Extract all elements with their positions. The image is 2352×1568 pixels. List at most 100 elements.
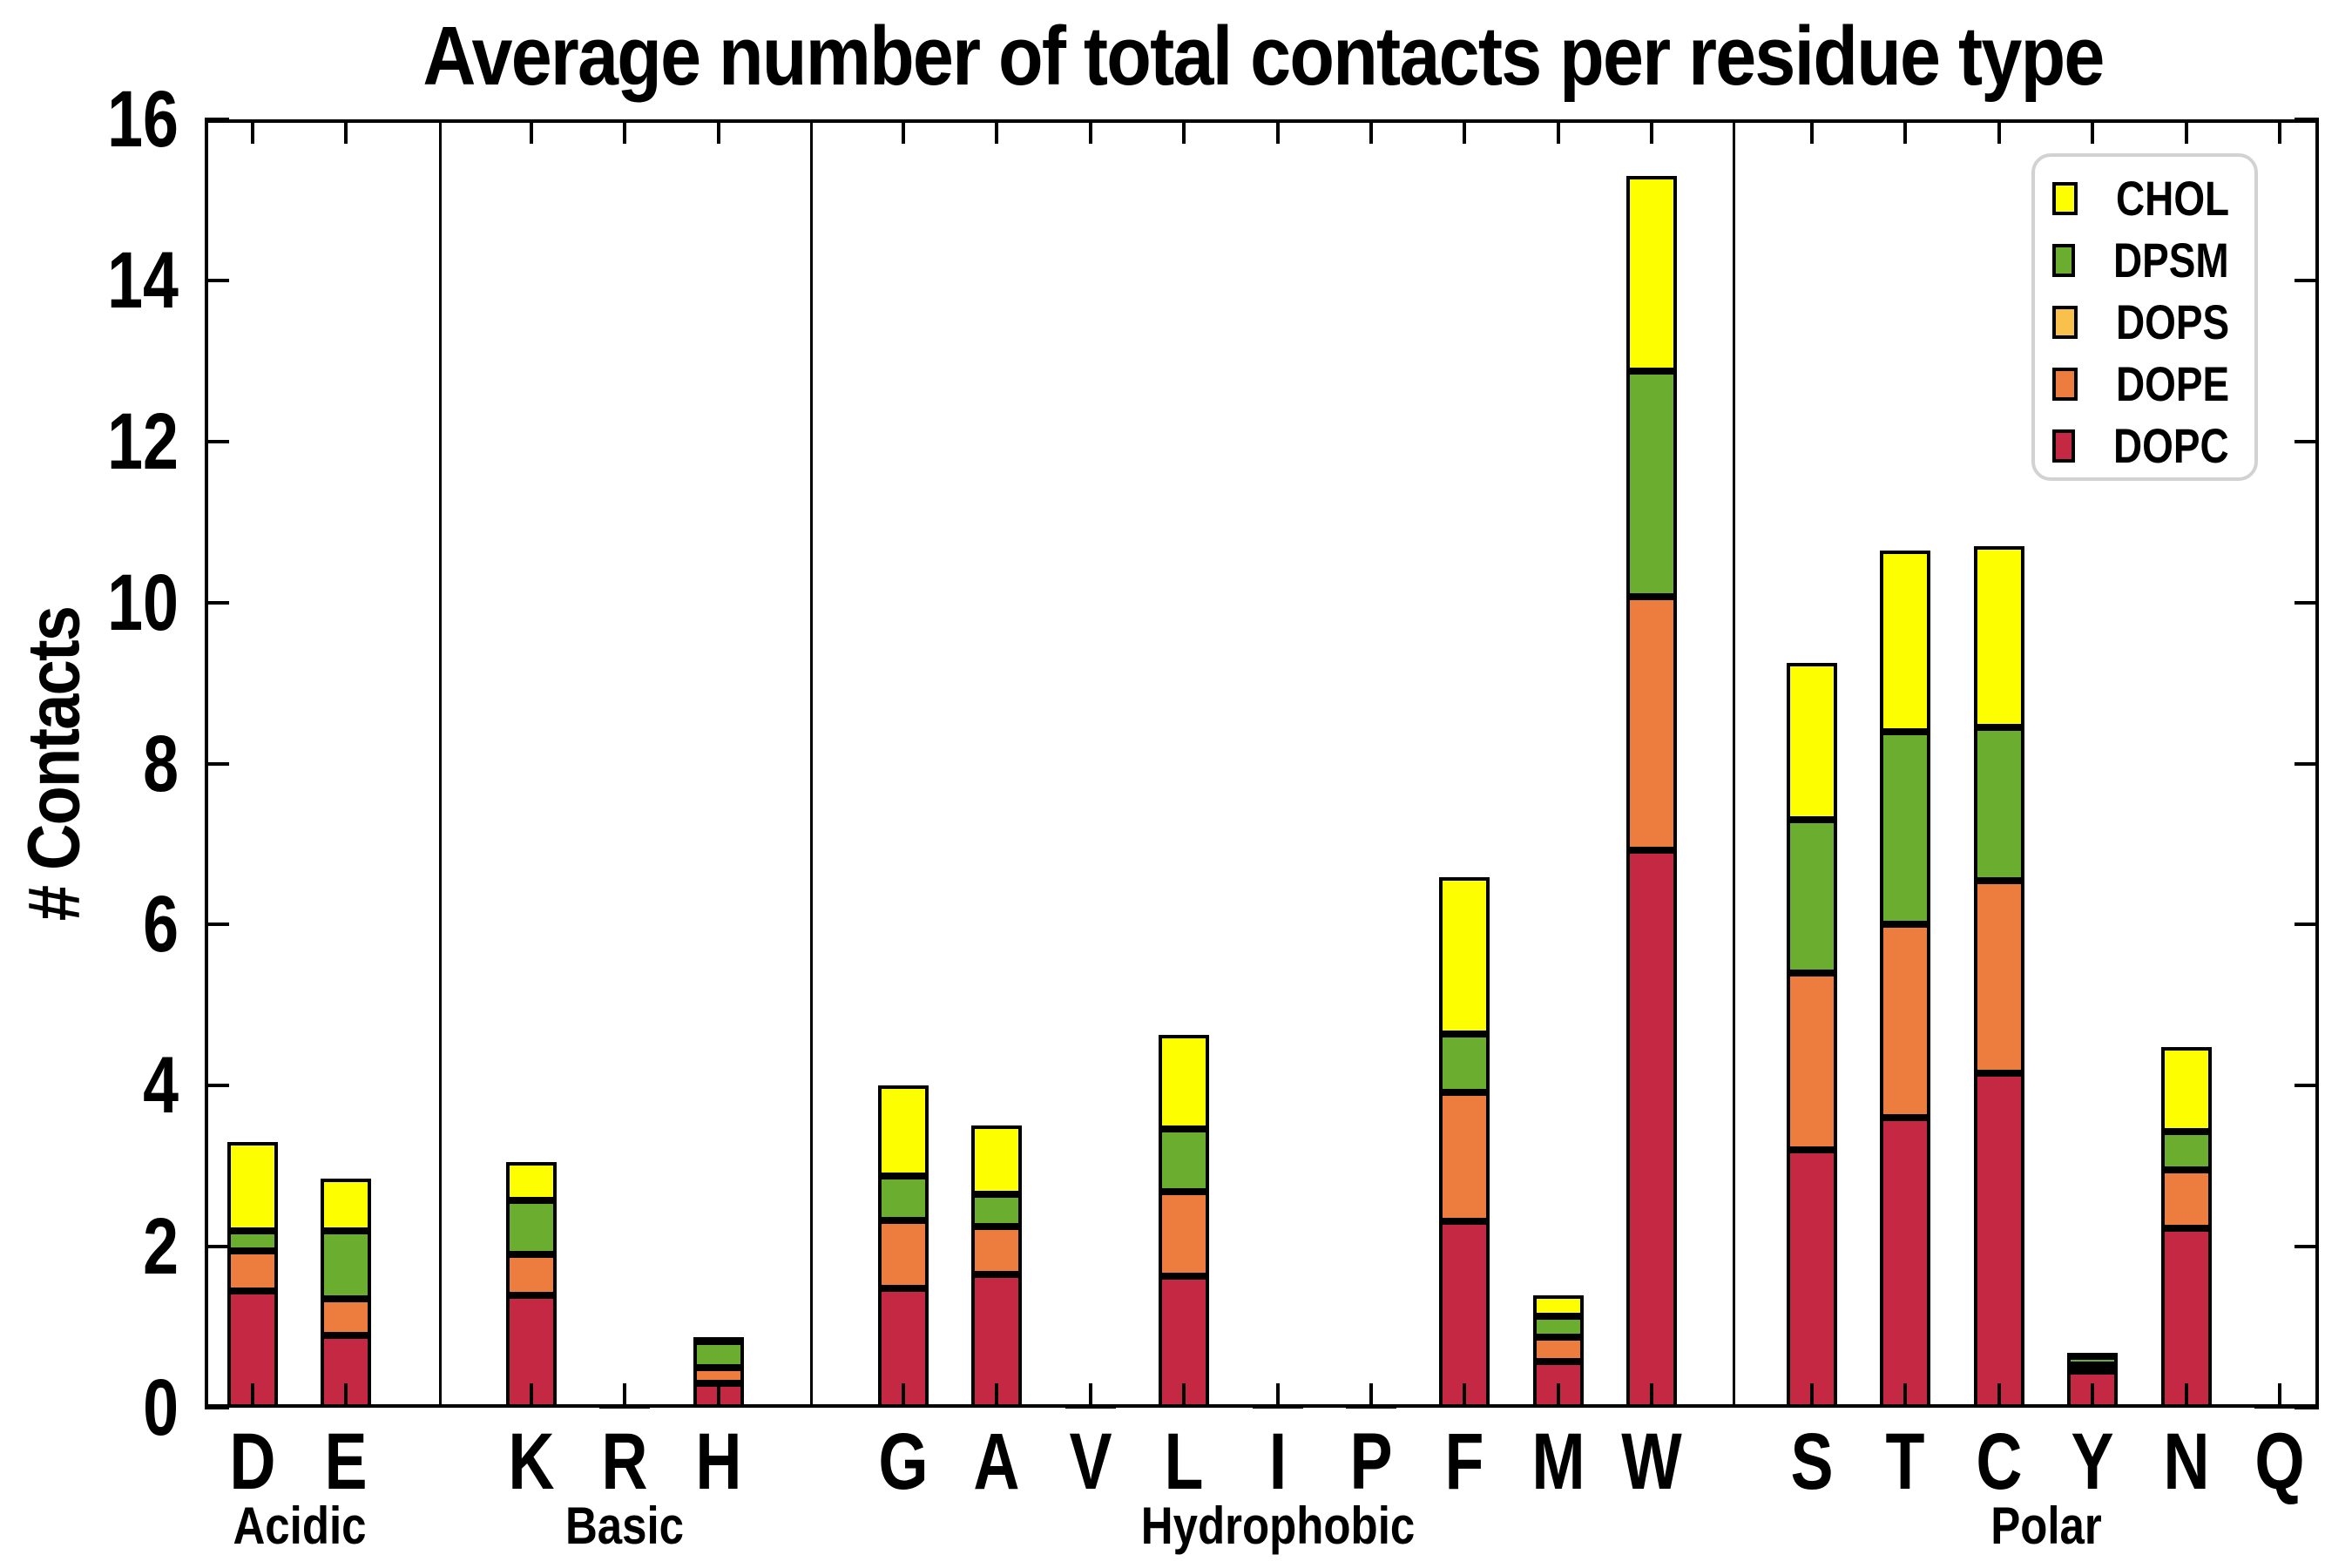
bar-segment-chol (878, 1085, 929, 1176)
bar-segment-dpsm (693, 1342, 744, 1368)
bar-segment-dpsm (1880, 731, 1931, 925)
bar-segment-dope (1532, 1336, 1584, 1362)
x-tick-label: R (601, 1417, 648, 1506)
bar-segment-chol (1787, 662, 1837, 821)
group-label: Basic (565, 1497, 685, 1555)
y-tick-label: 10 (107, 558, 179, 647)
x-tick-label: M (1531, 1417, 1585, 1506)
x-tick (1810, 1383, 1814, 1408)
y-tick (2295, 118, 2319, 121)
x-tick-label: Y (2071, 1417, 2114, 1506)
chart-title: Average number of total contacts per res… (422, 10, 2105, 103)
bar-segment-dope (2160, 1170, 2212, 1228)
y-tick (205, 1406, 229, 1409)
x-tick (995, 1383, 999, 1408)
legend-label: DPSM (2113, 232, 2229, 287)
bar-segment-dope (1880, 924, 1931, 1119)
bar-segment-dpsm (1439, 1034, 1490, 1092)
x-tick (1182, 1383, 1186, 1408)
legend-swatch-dpsm (2052, 243, 2076, 277)
x-tick (1463, 119, 1467, 144)
y-tick (205, 923, 229, 927)
legend-swatch-dops (2052, 306, 2078, 339)
x-tick (1088, 1383, 1092, 1408)
x-tick-label: N (2163, 1417, 2210, 1506)
x-tick (995, 119, 999, 144)
y-tick (205, 278, 229, 282)
bar-segment-chol (227, 1141, 278, 1231)
x-tick-label: E (324, 1417, 368, 1506)
bar-segment-dope (878, 1220, 929, 1289)
bar-segment-chol (321, 1178, 372, 1231)
x-tick-label: A (973, 1417, 1020, 1506)
bar-segment-dpsm (1532, 1315, 1584, 1337)
x-tick (2091, 119, 2095, 144)
bar-segment-dopc (1973, 1073, 2024, 1408)
y-tick (2295, 923, 2319, 927)
x-tick (1369, 1383, 1373, 1408)
legend-label: DOPC (2113, 418, 2229, 474)
bar-segment-dope (506, 1254, 557, 1295)
bar-segment-dopc (506, 1294, 557, 1408)
legend-item-chol: CHOL (2052, 167, 2254, 229)
x-tick-label: D (229, 1417, 276, 1506)
x-tick-label: T (1885, 1417, 1925, 1506)
x-tick (1556, 119, 1560, 144)
bar-segment-dopc (1626, 850, 1678, 1408)
bar-segment-chol (1880, 550, 1931, 732)
legend-item-dpsm: DPSM (2052, 229, 2254, 291)
bar-segment-chol (1439, 876, 1490, 1035)
y-tick (205, 1084, 229, 1088)
bar-segment-chol (1973, 545, 2024, 727)
group-separator (809, 119, 813, 1408)
bar-segment-dpsm (971, 1194, 1023, 1227)
x-tick-label: V (1069, 1417, 1112, 1506)
bar-segment-dope (1973, 880, 2024, 1074)
x-tick (2278, 1383, 2281, 1408)
x-tick (344, 119, 348, 144)
bar-segment-dope (1626, 597, 1678, 851)
x-tick (902, 1383, 905, 1408)
x-tick (716, 1383, 720, 1408)
bar-segment-dope (2067, 1365, 2119, 1372)
x-tick-label: P (1349, 1417, 1393, 1506)
x-tick (1810, 119, 1814, 144)
x-tick (1369, 119, 1373, 144)
bar-segment-dpsm (506, 1200, 557, 1255)
x-tick-label: K (508, 1417, 555, 1506)
bar-segment-dpsm (227, 1230, 278, 1251)
x-tick (1463, 1383, 1467, 1408)
legend-label: DOPS (2116, 294, 2230, 349)
legend-swatch-dope (2052, 368, 2078, 402)
bar-segment-chol (1532, 1294, 1584, 1316)
x-tick (2278, 119, 2281, 144)
y-tick-label: 0 (143, 1363, 179, 1452)
x-tick-label: W (1621, 1417, 1682, 1506)
x-tick (716, 119, 720, 144)
x-tick (1556, 1383, 1560, 1408)
x-tick (1182, 119, 1186, 144)
y-tick (205, 1245, 229, 1249)
y-tick (205, 439, 229, 443)
x-tick (1997, 119, 2001, 144)
y-tick-label: 14 (107, 235, 179, 325)
bar-segment-dopc (2160, 1227, 2212, 1408)
y-tick-label: 4 (143, 1041, 179, 1131)
bar-segment-dpsm (878, 1175, 929, 1220)
bar-segment-chol (506, 1162, 557, 1200)
x-tick (2091, 1383, 2095, 1408)
x-tick-label: Q (2254, 1417, 2305, 1506)
bar-segment-dope (321, 1299, 372, 1335)
x-tick (344, 1383, 348, 1408)
bar-segment-dope (227, 1250, 278, 1291)
plot-area (205, 119, 2319, 1408)
x-tick (251, 1383, 254, 1408)
legend-item-dope: DOPE (2052, 354, 2254, 416)
y-tick-label: 6 (143, 880, 179, 970)
y-tick (205, 600, 229, 605)
group-label: Hydrophobic (1140, 1497, 1415, 1555)
bar-segment-dpsm (1159, 1129, 1210, 1193)
legend-label: DOPE (2116, 356, 2230, 412)
x-tick (1650, 1383, 1654, 1408)
